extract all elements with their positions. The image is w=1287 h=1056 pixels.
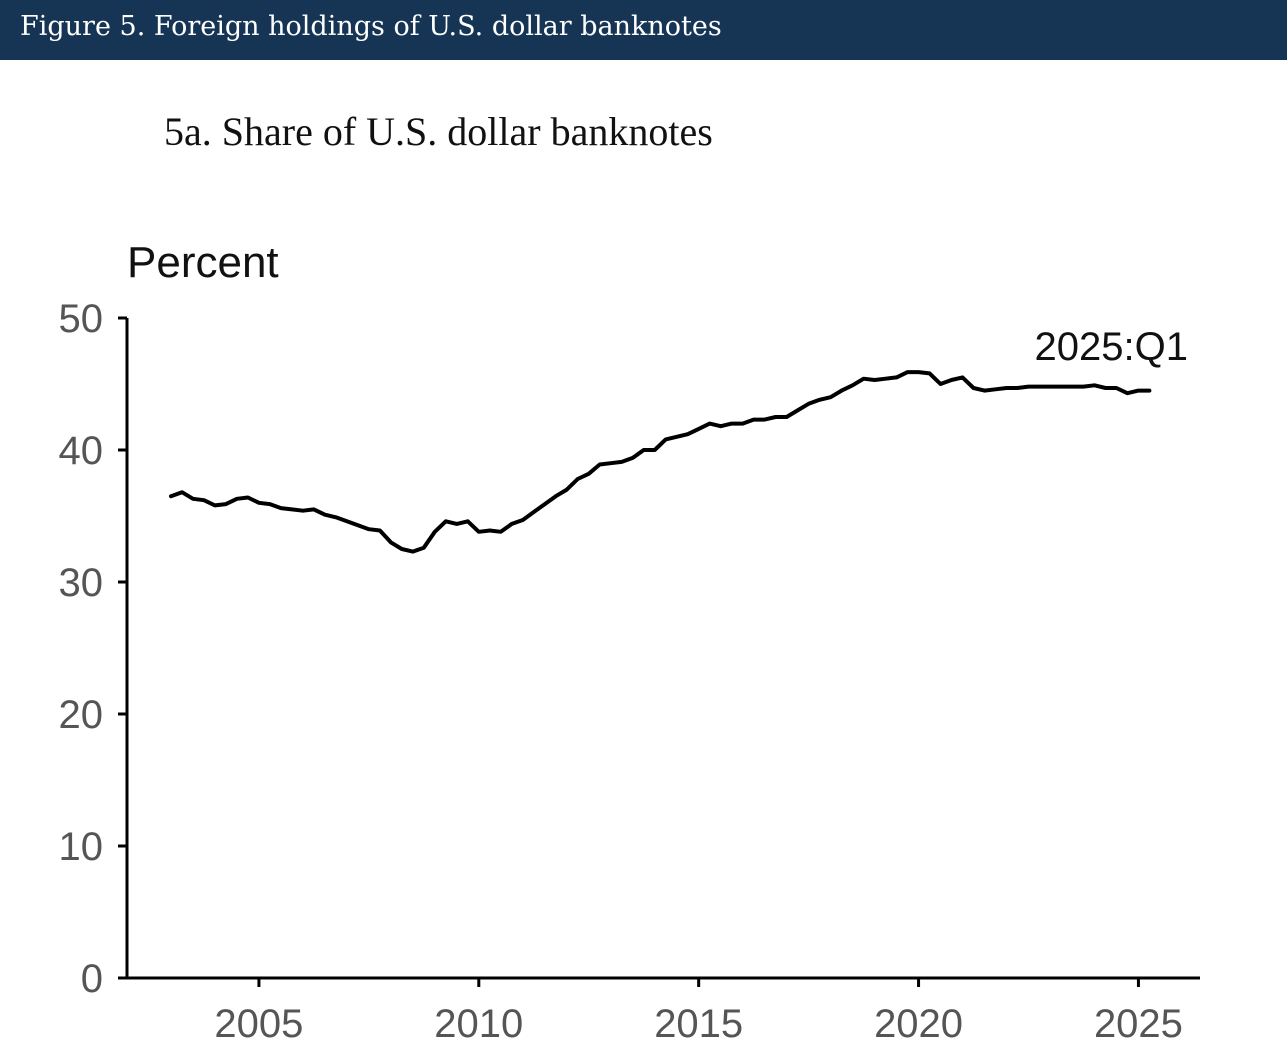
y-tick-label: 40 <box>59 429 104 473</box>
y-axis-label: Percent <box>127 238 279 287</box>
x-tick-label: 2015 <box>654 1002 743 1046</box>
series-line <box>169 370 1152 554</box>
y-tick-label: 0 <box>81 957 103 1001</box>
axes-layer: 0 10 20 30 40 50 2005 2010 2015 2020 2025 <box>59 297 1200 1046</box>
x-tick-label: 2025 <box>1094 1002 1183 1046</box>
x-tick-label: 2005 <box>214 1002 303 1046</box>
last-point-annotation: 2025:Q1 <box>1035 325 1188 369</box>
figure-title: Figure 5. Foreign holdings of U.S. dolla… <box>20 11 722 42</box>
x-tick-label: 2020 <box>874 1002 963 1046</box>
chart-title: 5a. Share of U.S. dollar banknotes <box>164 109 713 154</box>
x-tick-label: 2010 <box>434 1002 523 1046</box>
figure-header-bar <box>0 0 1287 60</box>
y-tick-label: 30 <box>59 561 104 605</box>
y-tick-label: 50 <box>59 297 104 341</box>
y-tick-label: 20 <box>59 693 104 737</box>
y-tick-label: 10 <box>59 825 104 869</box>
series-layer <box>169 370 1152 554</box>
